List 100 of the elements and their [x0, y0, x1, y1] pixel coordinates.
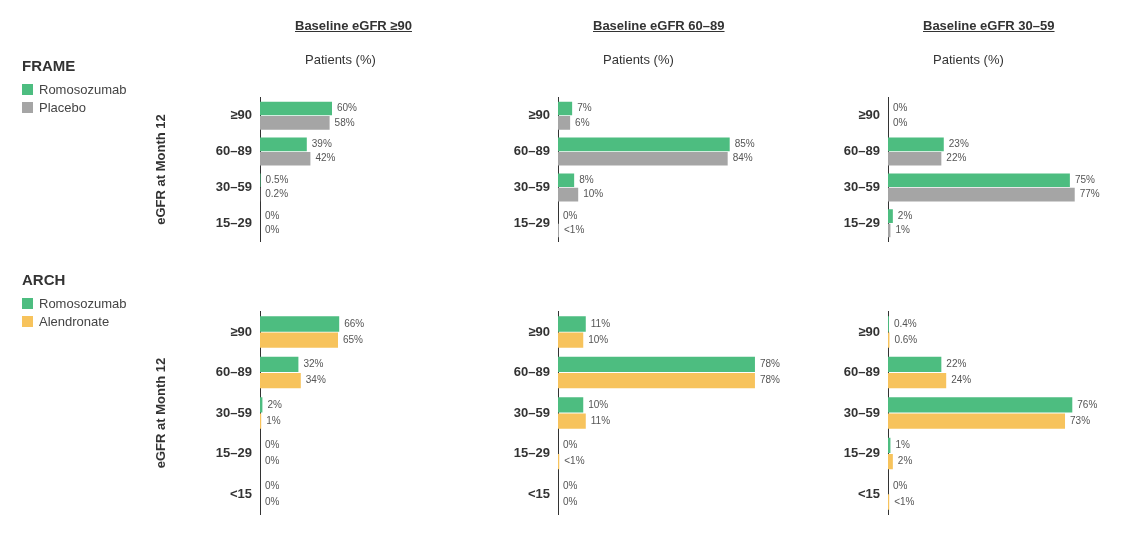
y-tick-label: 15–29 — [215, 214, 252, 230]
data-label: 6% — [575, 116, 590, 128]
y-tick-label: 60–89 — [215, 364, 252, 380]
data-label: 0% — [893, 102, 908, 114]
data-label: 2% — [897, 209, 913, 221]
data-label: 42% — [315, 152, 336, 164]
legend-title: ARCH — [22, 271, 67, 288]
legend-label: Romosozumab — [39, 296, 127, 311]
y-tick-label: 15–29 — [513, 445, 550, 461]
data-label: 60% — [337, 102, 358, 114]
bar — [260, 332, 338, 348]
data-label: 73% — [1070, 414, 1091, 426]
bar — [558, 116, 571, 130]
y-tick-label: 15–29 — [843, 214, 880, 230]
y-tick-label: 60–89 — [843, 364, 880, 380]
data-label: 39% — [311, 138, 332, 150]
bar — [260, 372, 301, 389]
data-label: 24% — [951, 374, 972, 386]
y-tick-label: <15 — [857, 485, 880, 501]
chart-title: Baseline eGFR 60–89 — [593, 18, 725, 33]
bar — [260, 151, 311, 166]
y-axis-title: eGFR at Month 12 — [153, 357, 169, 469]
bar — [888, 453, 893, 470]
bar — [558, 173, 575, 188]
data-label: 22% — [946, 358, 967, 370]
data-label: 0.2% — [265, 188, 289, 200]
bar — [558, 151, 728, 166]
data-label: 1% — [895, 439, 910, 451]
bar — [558, 332, 584, 348]
y-tick-label: ≥90 — [858, 107, 880, 123]
bar — [888, 173, 1070, 188]
data-label: <1% — [894, 495, 915, 507]
data-label: 0% — [265, 479, 280, 491]
legend-label: Alendronate — [39, 314, 110, 329]
data-label: 10% — [588, 333, 609, 345]
data-label: 0.4% — [893, 317, 917, 329]
bar — [888, 151, 942, 166]
x-axis-title: Patients (%) — [933, 52, 1004, 67]
y-tick-label: 60–89 — [215, 143, 252, 159]
bar — [888, 413, 1066, 429]
data-label: 0% — [563, 495, 578, 507]
y-tick-label: ≥90 — [858, 323, 880, 339]
data-label: 0.5% — [265, 174, 289, 186]
bar — [888, 356, 942, 373]
data-label: 0% — [265, 209, 280, 221]
data-label: 8% — [579, 174, 594, 186]
bar — [260, 356, 299, 373]
y-tick-label: 30–59 — [513, 404, 550, 420]
bar — [558, 413, 586, 429]
data-label: 0% — [563, 209, 578, 221]
data-label: 0% — [265, 439, 280, 451]
bar — [260, 101, 332, 116]
bar — [260, 116, 330, 130]
legend-label: Romosozumab — [39, 82, 127, 97]
x-axis-title: Patients (%) — [305, 52, 376, 67]
data-label: 85% — [734, 138, 755, 150]
y-axis-title: eGFR at Month 12 — [153, 114, 169, 225]
y-tick-label: <15 — [229, 485, 252, 501]
y-tick-label: 15–29 — [513, 214, 550, 230]
bar — [888, 137, 944, 152]
data-label: <1% — [564, 455, 585, 467]
data-label: 2% — [897, 455, 913, 467]
data-label: 58% — [334, 116, 355, 128]
y-tick-label: 60–89 — [513, 143, 550, 159]
bar — [888, 372, 947, 389]
y-tick-label: 15–29 — [843, 445, 880, 461]
bar — [888, 209, 893, 223]
y-tick-label: 30–59 — [215, 179, 252, 194]
data-label: 0% — [265, 495, 280, 507]
x-axis-title: Patients (%) — [603, 52, 674, 67]
data-label: 1% — [895, 224, 910, 236]
y-tick-label: ≥90 — [230, 323, 252, 339]
bar — [888, 187, 1075, 202]
y-tick-label: 15–29 — [215, 445, 252, 461]
legend-title: FRAME — [22, 57, 77, 74]
data-label: 65% — [343, 333, 364, 345]
y-tick-label: 30–59 — [843, 179, 880, 194]
data-label: 66% — [344, 317, 365, 329]
data-label: 2% — [267, 398, 282, 410]
bar — [260, 316, 340, 332]
data-label: 22% — [946, 152, 967, 164]
data-label: 76% — [1077, 398, 1098, 410]
y-tick-label: ≥90 — [230, 107, 252, 123]
data-label: 34% — [305, 374, 326, 386]
data-label: 0% — [265, 455, 280, 467]
legend-label: Placebo — [39, 100, 86, 115]
bar — [558, 372, 755, 389]
data-label: 75% — [1074, 174, 1095, 186]
bar — [558, 316, 586, 332]
data-label: 7% — [577, 102, 592, 114]
bar — [260, 137, 307, 152]
data-label: 0% — [893, 479, 908, 491]
bar — [558, 187, 579, 202]
bar — [558, 356, 755, 373]
data-label: 11% — [590, 317, 611, 329]
data-label: 78% — [759, 374, 781, 386]
data-label: 11% — [590, 414, 611, 426]
data-label: 0% — [265, 224, 280, 236]
data-label: 84% — [732, 152, 753, 164]
data-label: 10% — [583, 188, 604, 200]
